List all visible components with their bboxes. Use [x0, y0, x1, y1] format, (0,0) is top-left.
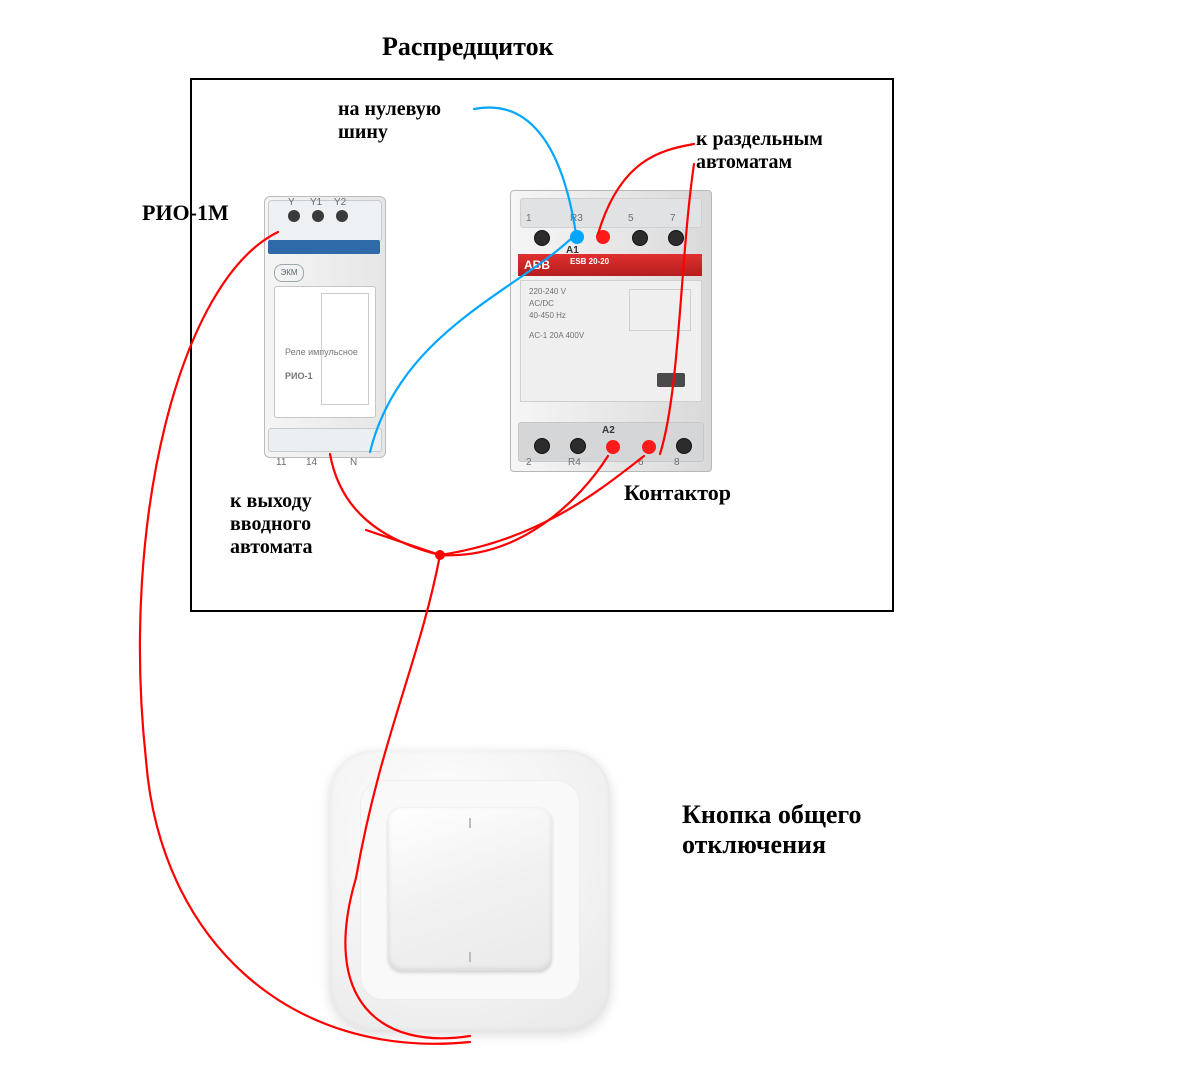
contactor-term-7 — [668, 230, 684, 246]
contactor-pin-a2: A2 — [602, 426, 615, 436]
contactor-spec-4: AC-1 20A 400V — [529, 331, 584, 341]
contactor-pin-r3: R3 — [570, 214, 583, 224]
contactor-device: ABB ESB 20-20 220-240 V AC/DC 40-450 Hz … — [510, 190, 710, 470]
relay-pin-11: 11 — [276, 458, 286, 468]
contactor-pin-5: 5 — [628, 214, 634, 224]
relay-pin-y2: Y2 — [334, 198, 346, 208]
contactor-label: Контактор — [624, 480, 731, 505]
contactor-spec-2: AC/DC — [529, 299, 554, 309]
contactor-model: ESB 20-20 — [570, 257, 609, 267]
wall-switch[interactable] — [330, 750, 610, 1030]
contactor-term-a2-red — [606, 440, 620, 454]
contactor-pin-a1: A1 — [566, 246, 579, 256]
contactor-pin-r4: R4 — [568, 458, 581, 468]
contactor-spec-3: 40-450 Hz — [529, 311, 566, 321]
contactor-term-a1-blue — [570, 230, 584, 244]
relay-terminal-y2 — [336, 210, 348, 222]
contactor-term-2 — [534, 438, 550, 454]
relay-pin-y1: Y1 — [310, 198, 322, 208]
contactor-pin-7: 7 — [670, 214, 676, 224]
title-label: Распредщиток — [382, 32, 554, 62]
contactor-pin-2: 2 — [526, 458, 532, 468]
relay-pin-n: N — [350, 458, 357, 468]
relay-model: РИО-1 — [285, 371, 312, 382]
relay-pin-14: 14 — [306, 458, 317, 468]
contactor-term-6-red — [642, 440, 656, 454]
input-breaker-label: к выходу вводного автомата — [230, 490, 313, 559]
contactor-brand: ABB — [524, 256, 550, 274]
separate-breakers-label: к раздельным автоматам — [696, 128, 823, 174]
relay-top-cap — [268, 200, 382, 242]
contactor-term-8 — [676, 438, 692, 454]
contactor-pin-6: 6 — [638, 458, 644, 468]
contactor-term-4 — [570, 438, 586, 454]
relay-terminal-y — [288, 210, 300, 222]
contactor-spec-1: 220-240 V — [529, 287, 566, 297]
contactor-indicator — [657, 373, 685, 387]
relay-face: Реле импульсное РИО-1 — [274, 286, 376, 418]
relay-blue-stripe — [268, 240, 380, 254]
relay-bottom-cap — [268, 428, 382, 452]
switch-tick-bottom — [469, 952, 471, 962]
switch-key[interactable] — [388, 808, 552, 972]
relay-terminal-y1 — [312, 210, 324, 222]
switch-tick-top — [469, 818, 471, 828]
relay-pin-y: Y — [288, 198, 295, 208]
contactor-face: 220-240 V AC/DC 40-450 Hz AC-1 20A 400V — [520, 280, 702, 402]
contactor-pin-1: 1 — [526, 214, 532, 224]
contactor-term-1 — [534, 230, 550, 246]
relay-device: ЭКМ Реле импульсное РИО-1 Y Y1 Y2 11 14 … — [254, 196, 394, 456]
contactor-schematic-box — [629, 289, 691, 331]
contactor-term-top-red — [596, 230, 610, 244]
relay-name-label: РИО-1М — [142, 200, 229, 225]
neutral-bus-label: на нулевую шину — [338, 98, 441, 144]
master-off-button-label: Кнопка общего отключения — [682, 800, 862, 860]
contactor-pin-8: 8 — [674, 458, 680, 468]
contactor-term-5 — [632, 230, 648, 246]
relay-schematic-box — [321, 293, 369, 405]
relay-logo-badge: ЭКМ — [274, 264, 304, 282]
